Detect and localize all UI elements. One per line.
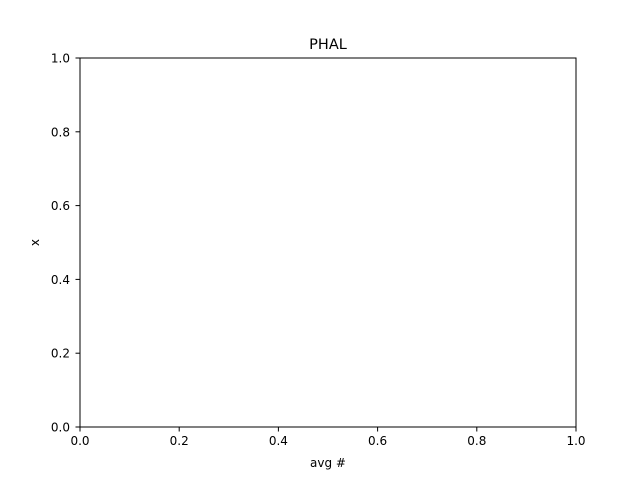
y-tick-label: 0.6 (51, 199, 70, 213)
x-tick-label: 0.2 (170, 434, 189, 448)
x-tick-label: 0.0 (70, 434, 89, 448)
x-tick-label: 0.6 (368, 434, 387, 448)
x-axis-ticks: 0.0 0.2 0.4 0.6 0.8 1.0 (70, 427, 586, 448)
y-axis-label: x (28, 239, 42, 246)
plot-area (79, 57, 577, 428)
y-tick-label: 0.0 (51, 421, 70, 435)
y-axis-ticks: 0.0 0.2 0.4 0.6 0.8 1.0 (51, 52, 80, 435)
y-tick-label: 0.2 (51, 347, 70, 361)
chart-title: PHAL (309, 37, 347, 53)
y-tick-label: 1.0 (51, 52, 70, 66)
x-axis-label: avg # (310, 456, 346, 470)
x-tick-label: 0.8 (467, 434, 486, 448)
y-tick-label: 0.4 (51, 273, 70, 287)
x-tick-label: 1.0 (566, 434, 585, 448)
x-tick-label: 0.4 (269, 434, 288, 448)
y-tick-label: 0.8 (51, 125, 70, 139)
